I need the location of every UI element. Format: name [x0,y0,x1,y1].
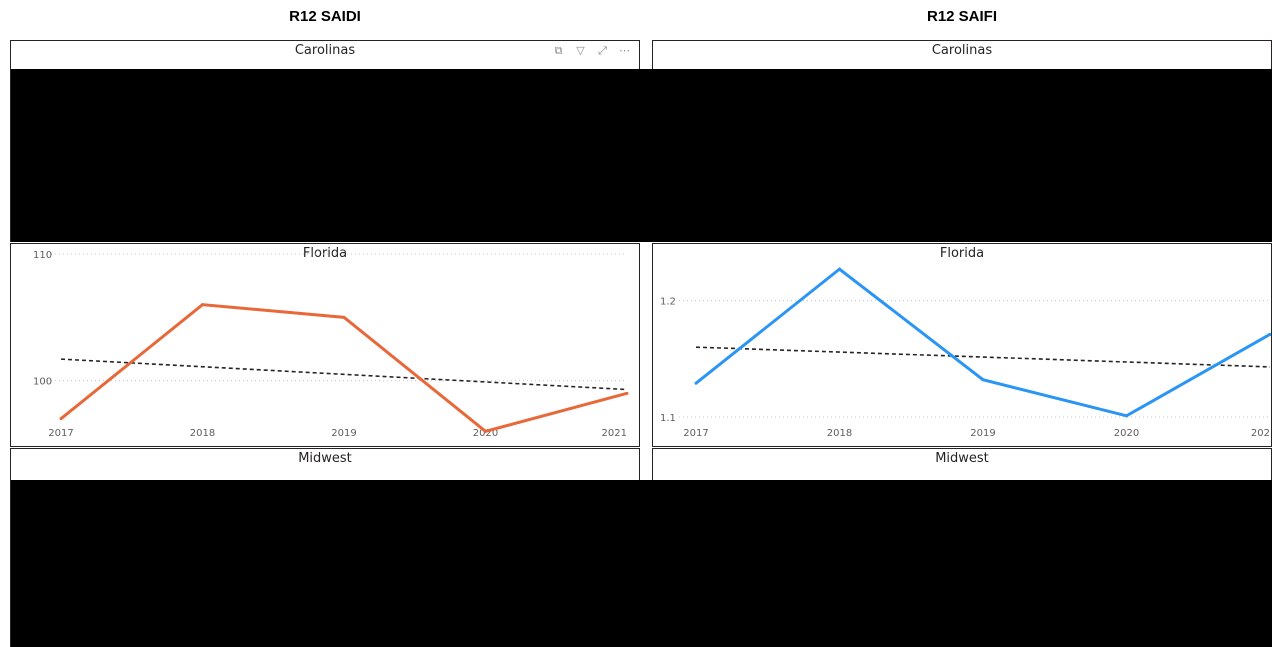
saidi-column-title: R12 SAIDI [289,8,361,25]
more-options-icon[interactable]: ⋯ [619,44,630,57]
x-tick-label: 2018 [190,428,215,439]
panel-title: Carolinas [931,43,993,58]
data-point[interactable] [484,429,487,433]
x-tick-label: 202 [1251,428,1270,439]
y-tick-label: 1.2 [660,297,676,308]
saifi-column-title: R12 SAIFI [926,8,998,25]
panel-title: Florida [939,246,985,261]
x-tick-label: 2018 [827,428,852,439]
redacted-block-bottom [11,480,1272,647]
saidi-florida-chart: 100 110 2017 2018 2019 2020 2021 [33,250,629,439]
panel-title: Carolinas [294,43,356,58]
x-tick-label: 2017 [683,428,708,439]
data-point[interactable] [342,315,346,319]
trend-line [60,358,628,391]
saifi-florida-panel[interactable]: Florida 1.1 1.2 2017 2018 2019 2020 202 [652,243,1272,447]
y-tick-label: 110 [33,250,52,261]
redacted-block-top [11,69,1272,242]
data-point[interactable] [694,381,698,385]
y-tick-label: 1.1 [660,413,676,424]
data-point[interactable] [59,417,63,421]
x-tick-label: 2021 [602,428,627,439]
series-line[interactable] [695,267,1271,418]
series-line[interactable] [60,303,628,433]
x-tick-label: 2019 [331,428,356,439]
data-point[interactable] [981,378,985,382]
panel-title: Midwest [298,451,352,466]
data-point[interactable] [201,303,204,307]
copy-icon[interactable]: ⧉ [554,44,563,57]
x-tick-label: 2020 [473,428,498,439]
data-point[interactable] [1268,332,1272,336]
focus-mode-icon[interactable]: ⤢ [598,44,607,57]
saifi-florida-chart: 1.1 1.2 2017 2018 2019 2020 202 [660,267,1272,439]
x-tick-label: 2017 [48,428,73,439]
visual-toolbar: ⧉ ▽ ⤢ ⋯ [552,44,631,57]
filter-icon[interactable]: ▽ [576,44,585,57]
data-point[interactable] [838,267,841,271]
x-tick-label: 2019 [970,428,995,439]
data-point[interactable] [625,391,629,395]
panel-title: Midwest [935,451,989,466]
x-tick-label: 2020 [1114,428,1139,439]
y-tick-label: 100 [33,377,52,388]
trend-line [695,346,1271,368]
saidi-florida-panel[interactable]: Florida 100 110 2017 2018 2019 2020 2021 [10,243,640,447]
panel-title: Florida [302,246,348,261]
data-point[interactable] [1125,414,1128,418]
